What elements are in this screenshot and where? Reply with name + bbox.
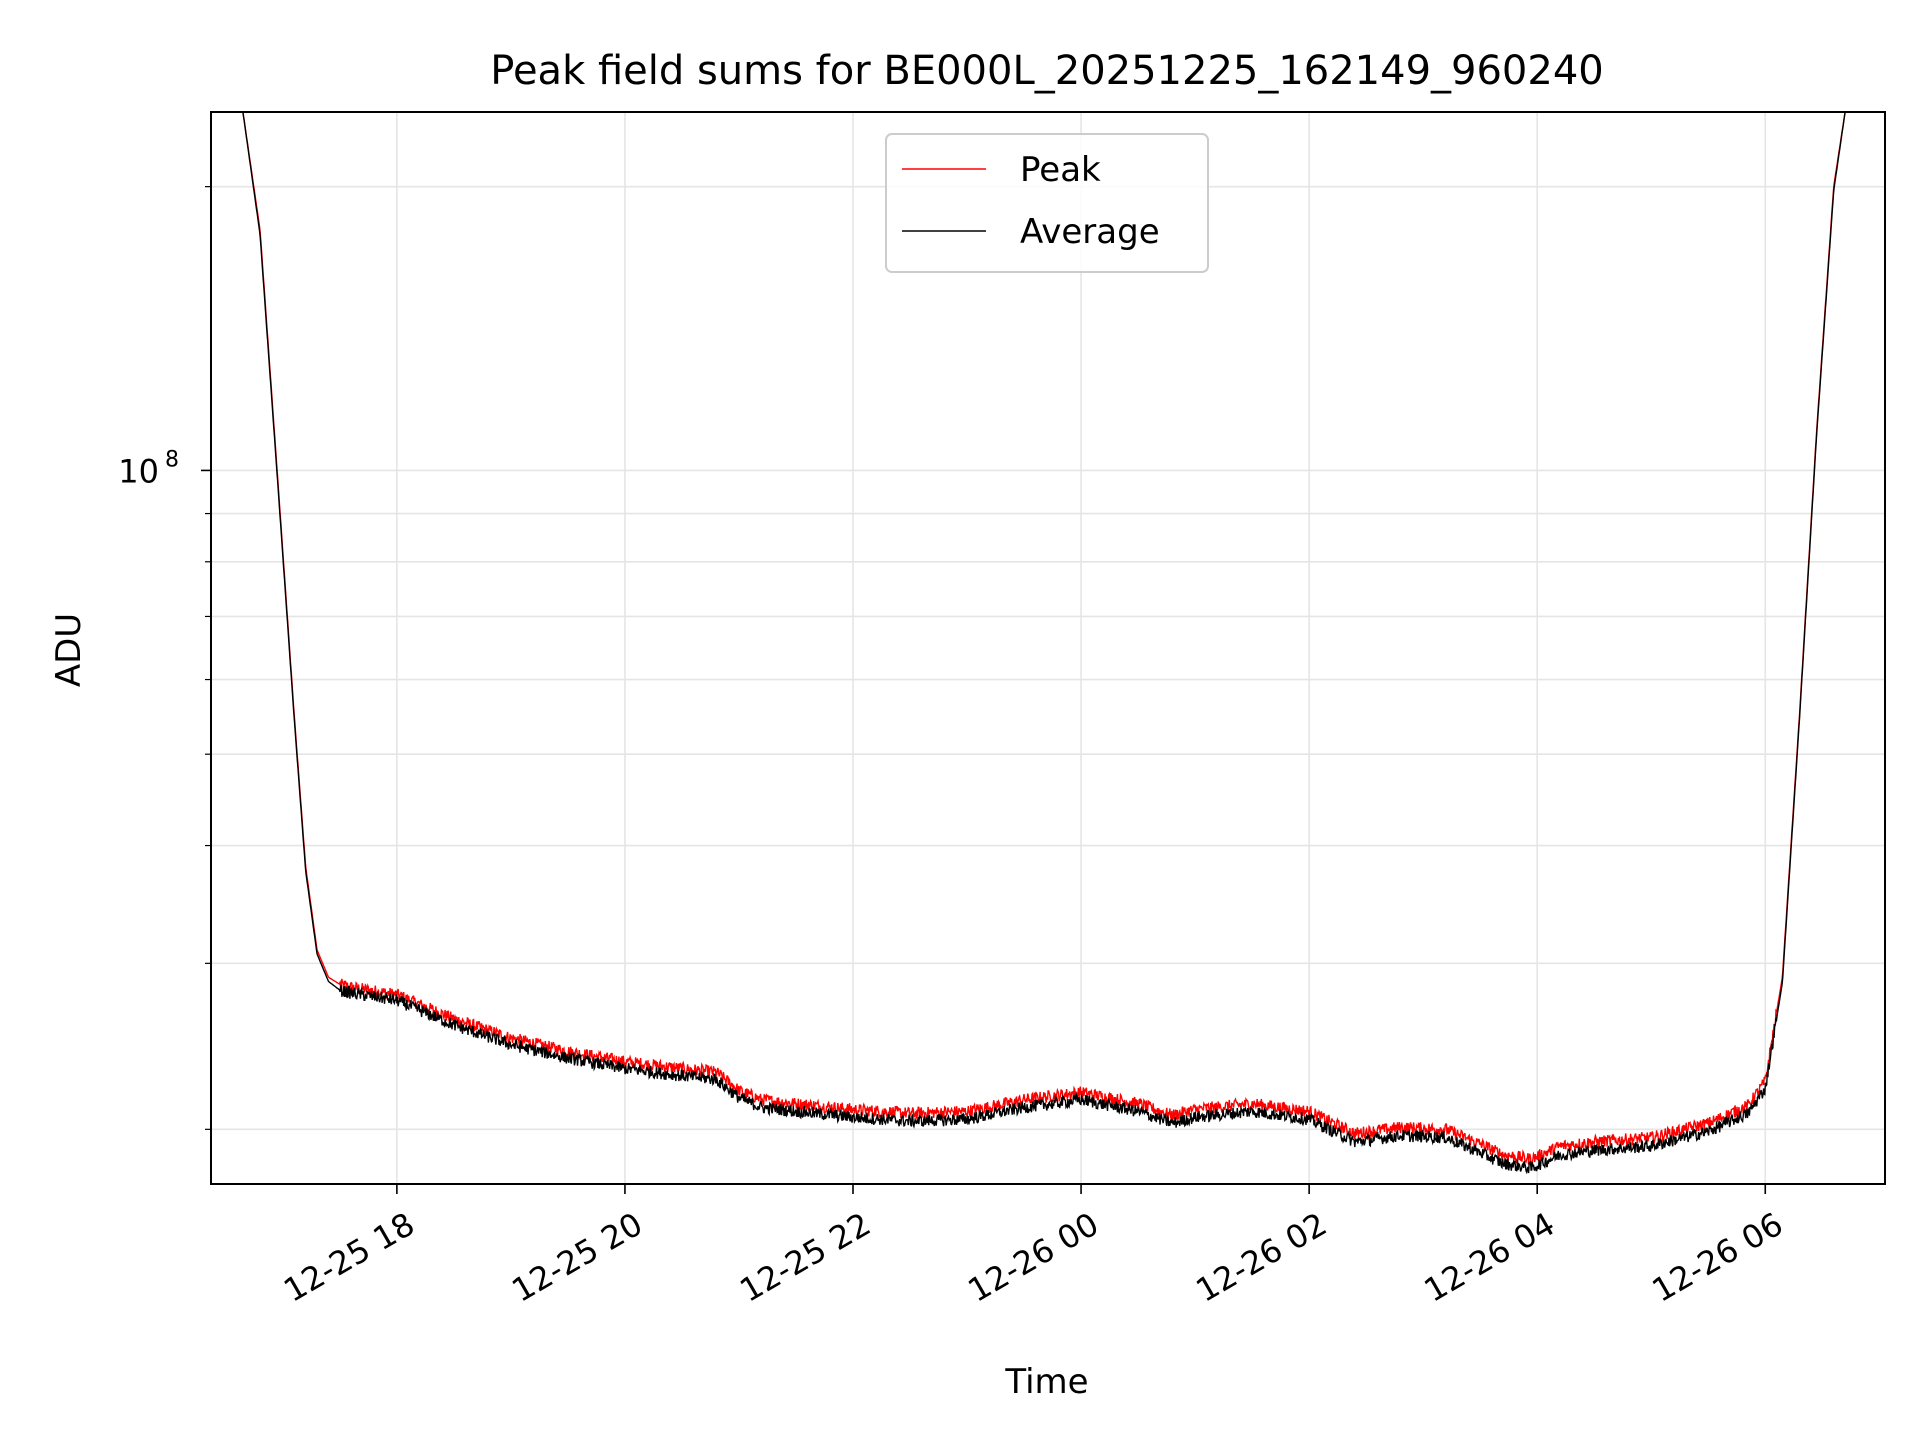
- plot-frame: [210, 111, 1886, 1185]
- y-axis: 10 8: [118, 186, 211, 1130]
- series-line-average: [242, 112, 1851, 1175]
- chart-title: Peak field sums for BE000L_20251225_1621…: [490, 48, 1603, 94]
- grid: [211, 112, 1885, 1184]
- y-axis-label: ADU: [49, 613, 89, 687]
- y-tick-label-exponent: 8: [165, 447, 179, 472]
- legend-label-peak: Peak: [1020, 150, 1101, 190]
- x-axis-label: Time: [1004, 1362, 1088, 1402]
- legend: Peak Average: [885, 133, 1209, 273]
- y-tick-label: 10: [118, 452, 159, 490]
- plot-area: [211, 112, 1885, 1184]
- series-group: [242, 112, 1851, 1175]
- series-line-peak: [242, 112, 1851, 1167]
- y-tick-label-base: 10: [118, 452, 159, 490]
- legend-label-average: Average: [1020, 212, 1160, 252]
